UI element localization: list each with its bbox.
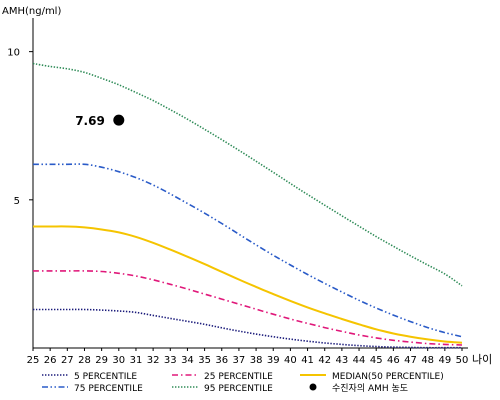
legend-label: 5 PERCENTILE: [74, 372, 137, 382]
series-line-25-percentile: [33, 270, 463, 346]
x-tick-label: 29: [95, 355, 108, 366]
x-tick-label: 33: [164, 355, 177, 366]
series-line-median-50-percentile: [33, 225, 463, 344]
x-tick-label: 36: [215, 355, 228, 366]
x-tick-label: 46: [387, 355, 400, 366]
x-tick-label: 38: [250, 355, 263, 366]
x-tick-label: 41: [301, 355, 314, 366]
x-tick-label: 30: [112, 355, 125, 366]
x-tick-label: 40: [284, 355, 297, 366]
series-lines: [32, 62, 463, 349]
legend-marker-swatch: [309, 383, 317, 391]
x-tick-label: 45: [370, 355, 383, 366]
x-tick-label: 31: [130, 355, 143, 366]
axes: AMH(ng/ml) 5 10 25 26 27 28 29 30 31 32 33 34 35 36 37 3…: [2, 6, 492, 366]
x-tick-label: 39: [267, 355, 280, 366]
patient-marker: 7.69: [75, 114, 125, 128]
x-tick-label: 34: [181, 355, 194, 366]
x-tick-label: 37: [233, 355, 246, 366]
x-tick-label: 42: [318, 355, 331, 366]
x-tick-label: 28: [78, 355, 91, 366]
x-tick-label: 27: [61, 355, 74, 366]
x-tick-label: 35: [198, 355, 211, 366]
x-tick-label: 32: [147, 355, 160, 366]
x-tick-label: 48: [421, 355, 434, 366]
x-tick-label: 44: [353, 355, 366, 366]
x-tick-label: 47: [404, 355, 417, 366]
legend-label: MEDIAN(50 PERCENTILE): [332, 372, 444, 382]
x-axis-label: 나이: [472, 353, 492, 366]
x-tick-label: 50: [456, 355, 469, 366]
series-line-75-percentile: [33, 163, 463, 338]
legend: 5 PERCENTILE 75 PERCENTILE 25 PERCENTILE 95…: [42, 372, 444, 394]
legend-label: 수진자의 AMH 농도: [332, 383, 408, 394]
legend-label: 25 PERCENTILE: [204, 372, 273, 382]
series-line-5-percentile: [33, 308, 463, 349]
x-tick-label: 49: [438, 355, 451, 366]
x-tick-label: 43: [336, 355, 349, 366]
series-line-95-percentile: [32, 62, 463, 287]
legend-label: 95 PERCENTILE: [204, 384, 273, 394]
y-tick-label: 10: [7, 48, 20, 59]
marker-value-label: 7.69: [75, 114, 105, 128]
x-tick-label: 26: [44, 355, 57, 366]
x-tick-label: 25: [27, 355, 40, 366]
marker-point: [113, 114, 125, 126]
y-tick-label: 5: [14, 196, 20, 207]
legend-label: 75 PERCENTILE: [74, 384, 143, 394]
y-axis-label: AMH(ng/ml): [2, 6, 61, 17]
